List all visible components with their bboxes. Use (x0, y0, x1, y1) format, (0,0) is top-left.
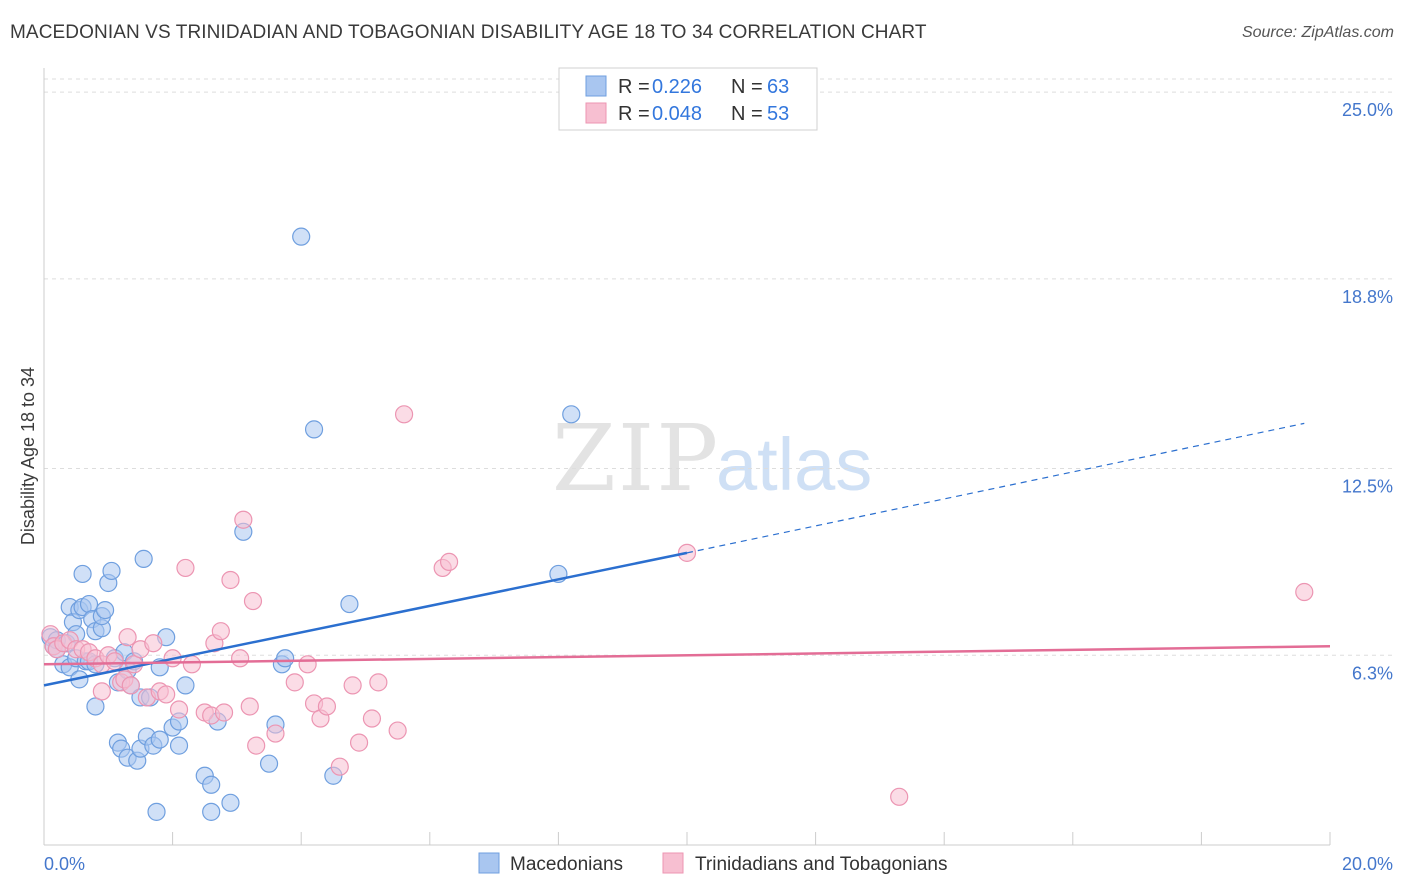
point-trinidadians (266, 724, 285, 743)
legend-n-label-2: N = (731, 103, 763, 125)
point-trinidadians (92, 682, 111, 701)
point-trinidadians (157, 685, 176, 704)
chart-source: Source: ZipAtlas.com (1241, 24, 1394, 41)
x-tick-marks (43, 832, 1331, 845)
point-trinidadians (234, 510, 253, 529)
point-trinidadians (439, 552, 459, 572)
point-trinidadians (349, 733, 369, 752)
legend-r-label-1: R = (618, 76, 650, 98)
point-macedonians (73, 564, 92, 584)
legend-n-value-1: 63 (767, 76, 789, 98)
bottom-legend: Macedonians Trinidadians and Tobagonians (478, 852, 947, 875)
point-macedonians (176, 676, 195, 695)
trend-line-trinidadians (43, 644, 1331, 666)
point-trinidadians (890, 787, 909, 806)
point-trinidadians (388, 721, 407, 740)
point-macedonians (134, 549, 153, 568)
y-tick-label: 6.3% (1352, 663, 1393, 683)
point-trinidadians (211, 622, 230, 641)
y-tick-label: 12.5% (1342, 477, 1393, 497)
y-tick-labels: 6.3% 12.5% 18.8% 25.0% (1342, 100, 1393, 683)
point-trinidadians (121, 676, 140, 695)
point-trinidadians (182, 655, 201, 674)
point-trinidadians (362, 709, 382, 728)
point-macedonians (202, 775, 221, 794)
point-macedonians (221, 793, 240, 812)
point-macedonians (147, 802, 166, 821)
bottom-legend-swatch-macedonians (478, 852, 500, 874)
gridlines (44, 78, 1392, 656)
point-macedonians (95, 600, 115, 620)
legend-r-value-2: 0.048 (652, 103, 702, 125)
point-macedonians (102, 561, 121, 581)
point-macedonians (259, 754, 279, 773)
legend-swatch-trinidadians (585, 102, 607, 124)
point-macedonians (150, 730, 169, 749)
legend-swatch-macedonians (585, 75, 607, 97)
point-trinidadians (105, 652, 124, 671)
point-trinidadians (243, 591, 263, 611)
trend-lines (43, 422, 1331, 687)
point-trinidadians (169, 700, 189, 719)
x-tick-label-max: 20.0% (1342, 854, 1393, 874)
legend-n-label-1: N = (731, 76, 763, 98)
watermark-atlas: atlas (716, 423, 872, 506)
watermark-zip: ZIP (552, 405, 720, 512)
chart-title: MACEDONIAN VS TRINIDADIAN AND TOBAGONIAN… (10, 22, 927, 43)
point-macedonians (202, 802, 221, 821)
point-trinidadians (394, 405, 414, 424)
legend-box: R = 0.226 N = 63 R = 0.048 N = 53 (558, 67, 818, 131)
point-macedonians (304, 420, 324, 439)
legend-r-value-1: 0.226 (652, 76, 702, 98)
point-trinidadians (144, 634, 163, 653)
y-tick-label: 25.0% (1342, 100, 1393, 120)
point-macedonians (169, 736, 189, 755)
point-macedonians (276, 649, 295, 668)
legend-n-value-2: 53 (767, 103, 789, 125)
bottom-legend-swatch-trinidadians (662, 852, 684, 874)
point-trinidadians (240, 697, 259, 716)
point-trinidadians (298, 655, 317, 674)
point-macedonians (562, 405, 581, 424)
point-trinidadians (247, 736, 266, 755)
bottom-legend-label-macedonians: Macedonians (510, 854, 623, 875)
point-macedonians (86, 697, 105, 716)
point-trinidadians (214, 703, 234, 722)
point-trinidadians (343, 676, 362, 695)
y-axis-label: Disability Age 18 to 34 (18, 367, 38, 545)
point-trinidadians (317, 697, 337, 716)
point-trinidadians (221, 570, 240, 590)
point-trinidadians (330, 757, 349, 776)
point-macedonians (292, 227, 311, 246)
bottom-legend-label-trinidadians: Trinidadians and Tobagonians (695, 854, 947, 875)
point-macedonians (340, 594, 359, 614)
point-trinidadians (118, 628, 137, 647)
point-macedonians (79, 594, 99, 614)
point-trinidadians (231, 649, 250, 668)
point-trinidadians (285, 673, 304, 692)
point-trinidadians (176, 558, 195, 578)
point-trinidadians (1295, 582, 1314, 602)
scatter-points (41, 227, 1314, 821)
point-trinidadians (369, 673, 388, 692)
x-tick-label-min: 0.0% (44, 854, 85, 874)
y-tick-label: 18.8% (1342, 287, 1393, 307)
legend-r-label-2: R = (618, 103, 650, 125)
trend-line-macedonians (43, 551, 688, 687)
